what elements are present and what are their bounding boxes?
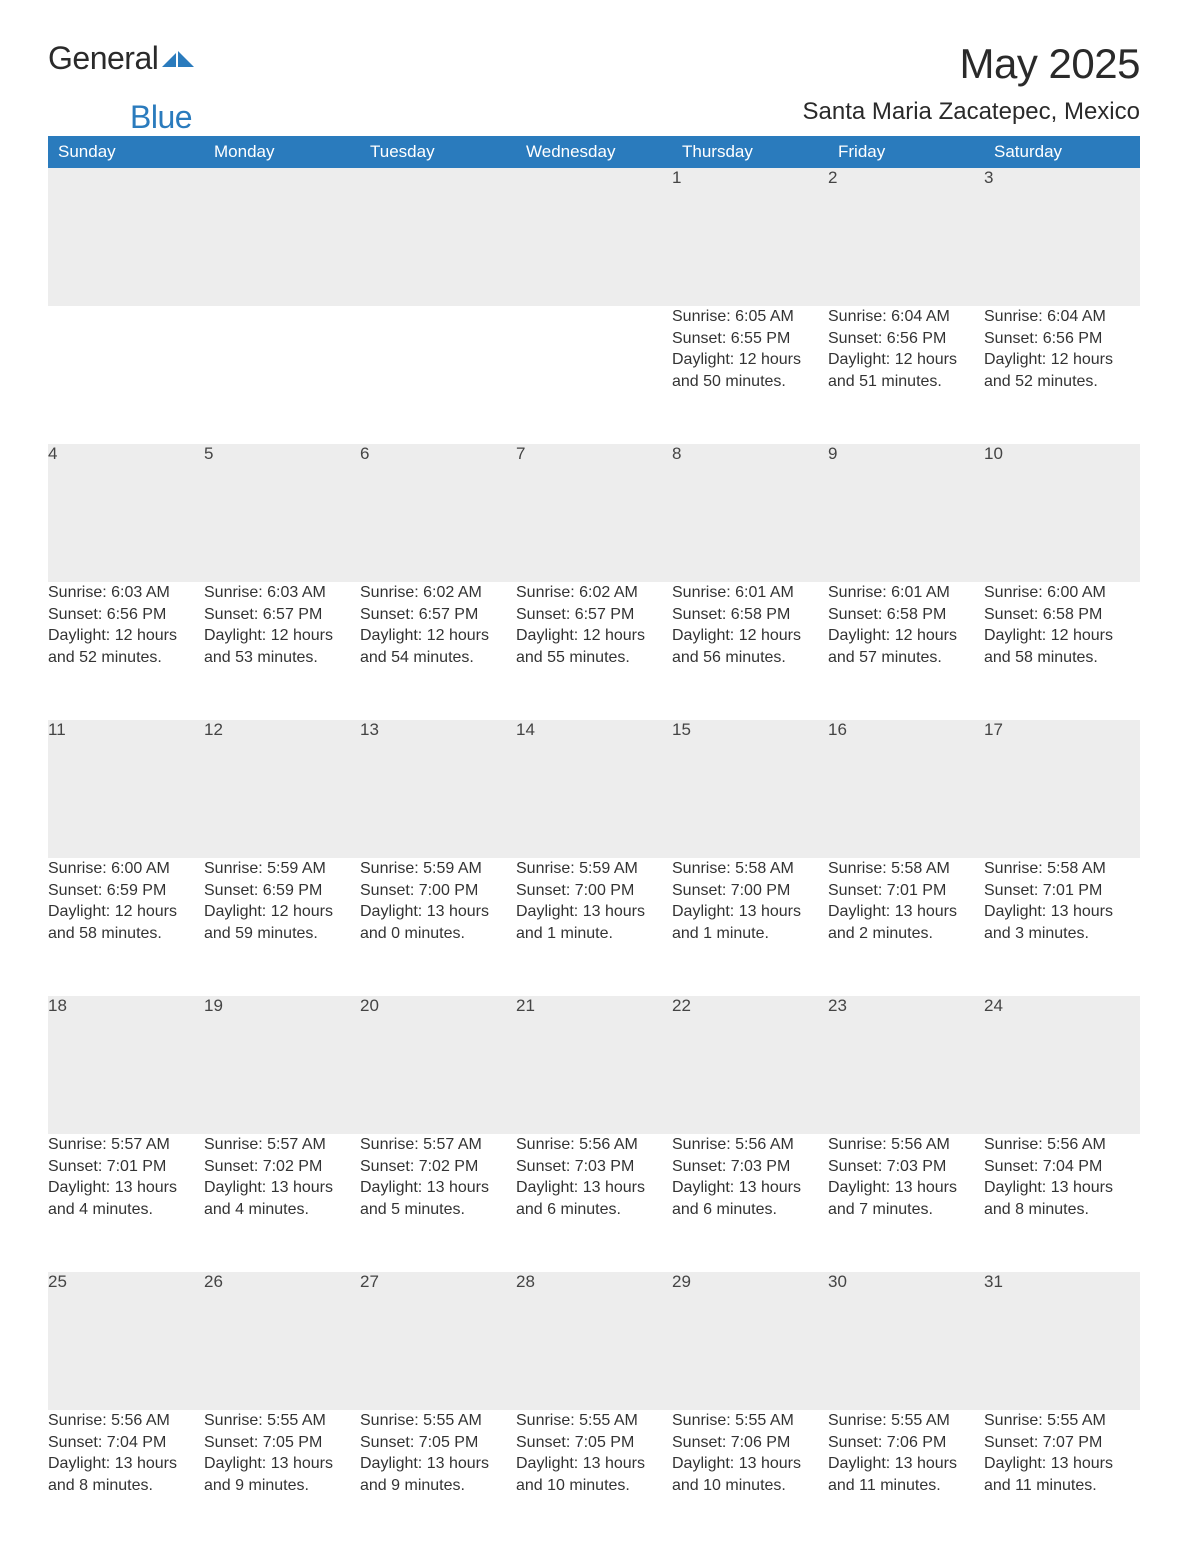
day-content-row: Sunrise: 6:05 AMSunset: 6:55 PMDaylight:… (48, 306, 1140, 444)
day-cell: Sunrise: 5:57 AMSunset: 7:02 PMDaylight:… (360, 1134, 516, 1272)
day-number: 25 (48, 1272, 204, 1410)
month-title: May 2025 (960, 40, 1140, 88)
col-header: Thursday (672, 136, 828, 168)
day-cell: Sunrise: 5:55 AMSunset: 7:06 PMDaylight:… (828, 1410, 984, 1548)
day-number: 12 (204, 720, 360, 858)
day-content-row: Sunrise: 5:57 AMSunset: 7:01 PMDaylight:… (48, 1134, 1140, 1272)
day-cell: Sunrise: 5:55 AMSunset: 7:06 PMDaylight:… (672, 1410, 828, 1548)
brand-part2: Blue (130, 99, 192, 136)
day-number: 21 (516, 996, 672, 1134)
title-block: May 2025 (960, 40, 1140, 88)
day-cell: Sunrise: 6:03 AMSunset: 6:57 PMDaylight:… (204, 582, 360, 720)
day-cell: Sunrise: 5:58 AMSunset: 7:00 PMDaylight:… (672, 858, 828, 996)
day-cell: Sunrise: 5:55 AMSunset: 7:05 PMDaylight:… (516, 1410, 672, 1548)
day-number-row: 18192021222324 (48, 996, 1140, 1134)
day-number: 18 (48, 996, 204, 1134)
day-cell: Sunrise: 5:55 AMSunset: 7:05 PMDaylight:… (360, 1410, 516, 1548)
day-number: 20 (360, 996, 516, 1134)
brand-part1: General (48, 40, 158, 77)
day-cell (204, 306, 360, 444)
day-number: 13 (360, 720, 516, 858)
day-number (516, 168, 672, 306)
day-number: 27 (360, 1272, 516, 1410)
day-number: 28 (516, 1272, 672, 1410)
day-number: 17 (984, 720, 1140, 858)
day-number (360, 168, 516, 306)
day-number: 11 (48, 720, 204, 858)
day-number: 29 (672, 1272, 828, 1410)
day-cell: Sunrise: 5:57 AMSunset: 7:01 PMDaylight:… (48, 1134, 204, 1272)
day-cell (48, 306, 204, 444)
day-number: 3 (984, 168, 1140, 306)
col-header: Monday (204, 136, 360, 168)
day-cell: Sunrise: 5:56 AMSunset: 7:04 PMDaylight:… (984, 1134, 1140, 1272)
day-number-row: 45678910 (48, 444, 1140, 582)
day-cell: Sunrise: 5:55 AMSunset: 7:07 PMDaylight:… (984, 1410, 1140, 1548)
day-number-row: 11121314151617 (48, 720, 1140, 858)
day-cell: Sunrise: 6:02 AMSunset: 6:57 PMDaylight:… (516, 582, 672, 720)
day-number (204, 168, 360, 306)
col-header: Wednesday (516, 136, 672, 168)
day-number: 4 (48, 444, 204, 582)
location: Santa Maria Zacatepec, Mexico (803, 98, 1141, 126)
day-cell: Sunrise: 5:59 AMSunset: 7:00 PMDaylight:… (360, 858, 516, 996)
day-number: 26 (204, 1272, 360, 1410)
col-header: Tuesday (360, 136, 516, 168)
day-number: 22 (672, 996, 828, 1134)
brand-sub: Blue (128, 99, 192, 136)
day-cell (516, 306, 672, 444)
day-cell: Sunrise: 5:57 AMSunset: 7:02 PMDaylight:… (204, 1134, 360, 1272)
day-number: 15 (672, 720, 828, 858)
day-cell: Sunrise: 6:01 AMSunset: 6:58 PMDaylight:… (828, 582, 984, 720)
day-content-row: Sunrise: 6:03 AMSunset: 6:56 PMDaylight:… (48, 582, 1140, 720)
col-header: Saturday (984, 136, 1140, 168)
day-number: 31 (984, 1272, 1140, 1410)
day-number: 6 (360, 444, 516, 582)
day-cell: Sunrise: 5:59 AMSunset: 6:59 PMDaylight:… (204, 858, 360, 996)
day-cell (360, 306, 516, 444)
day-cell: Sunrise: 5:55 AMSunset: 7:05 PMDaylight:… (204, 1410, 360, 1548)
day-number: 2 (828, 168, 984, 306)
day-cell: Sunrise: 5:56 AMSunset: 7:03 PMDaylight:… (516, 1134, 672, 1272)
day-number: 19 (204, 996, 360, 1134)
day-cell: Sunrise: 6:01 AMSunset: 6:58 PMDaylight:… (672, 582, 828, 720)
col-header: Friday (828, 136, 984, 168)
day-number: 8 (672, 444, 828, 582)
day-cell: Sunrise: 6:02 AMSunset: 6:57 PMDaylight:… (360, 582, 516, 720)
day-cell: Sunrise: 6:05 AMSunset: 6:55 PMDaylight:… (672, 306, 828, 444)
day-cell: Sunrise: 6:04 AMSunset: 6:56 PMDaylight:… (828, 306, 984, 444)
day-number: 24 (984, 996, 1140, 1134)
day-number: 14 (516, 720, 672, 858)
day-cell: Sunrise: 5:59 AMSunset: 7:00 PMDaylight:… (516, 858, 672, 996)
brand-icon (162, 40, 196, 77)
col-header: Sunday (48, 136, 204, 168)
day-number: 10 (984, 444, 1140, 582)
day-number: 30 (828, 1272, 984, 1410)
day-number: 1 (672, 168, 828, 306)
day-content-row: Sunrise: 5:56 AMSunset: 7:04 PMDaylight:… (48, 1410, 1140, 1548)
day-number: 16 (828, 720, 984, 858)
day-cell: Sunrise: 5:56 AMSunset: 7:04 PMDaylight:… (48, 1410, 204, 1548)
day-cell: Sunrise: 5:58 AMSunset: 7:01 PMDaylight:… (828, 858, 984, 996)
day-cell: Sunrise: 5:56 AMSunset: 7:03 PMDaylight:… (672, 1134, 828, 1272)
day-cell: Sunrise: 5:58 AMSunset: 7:01 PMDaylight:… (984, 858, 1140, 996)
day-cell: Sunrise: 6:00 AMSunset: 6:58 PMDaylight:… (984, 582, 1140, 720)
calendar-header: SundayMondayTuesdayWednesdayThursdayFrid… (48, 136, 1140, 168)
day-content-row: Sunrise: 6:00 AMSunset: 6:59 PMDaylight:… (48, 858, 1140, 996)
day-cell: Sunrise: 6:03 AMSunset: 6:56 PMDaylight:… (48, 582, 204, 720)
header: General May 2025 (48, 40, 1140, 88)
day-number: 5 (204, 444, 360, 582)
day-number: 9 (828, 444, 984, 582)
day-cell: Sunrise: 6:04 AMSunset: 6:56 PMDaylight:… (984, 306, 1140, 444)
day-number (48, 168, 204, 306)
day-number-row: 123 (48, 168, 1140, 306)
day-cell: Sunrise: 5:56 AMSunset: 7:03 PMDaylight:… (828, 1134, 984, 1272)
calendar-table: SundayMondayTuesdayWednesdayThursdayFrid… (48, 136, 1140, 1548)
day-number: 7 (516, 444, 672, 582)
day-number: 23 (828, 996, 984, 1134)
brand-logo: General (48, 40, 198, 77)
day-cell: Sunrise: 6:00 AMSunset: 6:59 PMDaylight:… (48, 858, 204, 996)
day-number-row: 25262728293031 (48, 1272, 1140, 1410)
calendar-body: 123Sunrise: 6:05 AMSunset: 6:55 PMDaylig… (48, 168, 1140, 1548)
